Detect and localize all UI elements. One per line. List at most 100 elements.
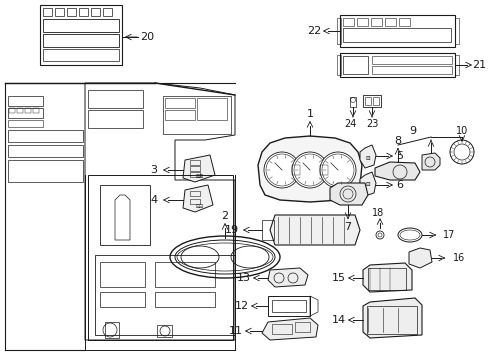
Bar bbox=[342, 56, 367, 74]
Bar bbox=[43, 8, 52, 16]
Bar bbox=[157, 325, 172, 337]
Bar bbox=[43, 34, 119, 47]
Bar bbox=[43, 49, 119, 61]
Polygon shape bbox=[183, 185, 213, 212]
Bar bbox=[398, 18, 409, 26]
Bar bbox=[454, 18, 458, 44]
Text: 2: 2 bbox=[221, 211, 228, 221]
Bar bbox=[8, 96, 43, 106]
Bar bbox=[190, 191, 200, 196]
Bar bbox=[100, 185, 150, 245]
Bar bbox=[197, 98, 226, 120]
Bar bbox=[164, 98, 195, 108]
Circle shape bbox=[291, 152, 327, 188]
Text: ⊟⊟: ⊟⊟ bbox=[196, 175, 203, 180]
Polygon shape bbox=[408, 248, 431, 268]
Circle shape bbox=[319, 152, 355, 188]
Bar bbox=[95, 255, 235, 335]
Bar bbox=[336, 18, 340, 44]
Text: 18: 18 bbox=[371, 208, 384, 218]
Polygon shape bbox=[362, 263, 411, 292]
Bar bbox=[271, 300, 305, 312]
Bar bbox=[25, 108, 31, 113]
Bar bbox=[105, 322, 119, 338]
Bar bbox=[271, 324, 291, 334]
Text: ⊟: ⊟ bbox=[365, 183, 369, 188]
Bar bbox=[367, 268, 405, 290]
Bar bbox=[8, 120, 43, 127]
Text: 24: 24 bbox=[343, 119, 355, 129]
Text: ⊟: ⊟ bbox=[365, 156, 369, 161]
Bar bbox=[88, 175, 232, 340]
Bar bbox=[67, 8, 76, 16]
Polygon shape bbox=[359, 172, 375, 196]
Bar bbox=[190, 160, 200, 165]
Text: 1: 1 bbox=[306, 109, 313, 119]
Bar bbox=[342, 18, 353, 26]
Bar bbox=[100, 262, 145, 287]
Bar bbox=[294, 322, 309, 332]
Bar bbox=[291, 165, 299, 175]
Text: 21: 21 bbox=[471, 60, 485, 70]
Bar bbox=[88, 90, 142, 108]
Bar bbox=[155, 262, 215, 287]
Bar bbox=[103, 8, 112, 16]
Text: 15: 15 bbox=[331, 273, 346, 283]
Polygon shape bbox=[183, 155, 215, 182]
Bar bbox=[43, 19, 119, 32]
Text: 10: 10 bbox=[455, 126, 467, 136]
Bar bbox=[190, 166, 200, 171]
Bar bbox=[384, 18, 395, 26]
Bar bbox=[364, 97, 370, 105]
Bar bbox=[454, 55, 458, 75]
Bar bbox=[372, 97, 378, 105]
Bar bbox=[17, 108, 23, 113]
Text: ⊟⊟: ⊟⊟ bbox=[196, 204, 203, 210]
Bar bbox=[8, 130, 83, 142]
Bar bbox=[88, 110, 142, 128]
Bar bbox=[262, 220, 273, 240]
Text: 8: 8 bbox=[394, 136, 401, 146]
Bar bbox=[100, 292, 145, 307]
Bar bbox=[55, 8, 64, 16]
Bar bbox=[8, 145, 83, 157]
Text: 9: 9 bbox=[408, 126, 416, 136]
Bar bbox=[190, 199, 200, 204]
Bar bbox=[371, 56, 451, 64]
Text: 3: 3 bbox=[150, 165, 157, 175]
Bar bbox=[267, 296, 309, 316]
Bar bbox=[163, 96, 230, 134]
Bar bbox=[339, 53, 454, 77]
Circle shape bbox=[264, 152, 299, 188]
Text: 11: 11 bbox=[228, 326, 243, 336]
Text: 13: 13 bbox=[237, 273, 250, 283]
Bar bbox=[8, 160, 83, 182]
Polygon shape bbox=[359, 145, 375, 168]
Bar bbox=[79, 8, 88, 16]
Text: 23: 23 bbox=[365, 119, 377, 129]
Text: 19: 19 bbox=[224, 225, 239, 235]
Polygon shape bbox=[262, 318, 317, 340]
Bar bbox=[164, 110, 195, 120]
Text: 12: 12 bbox=[234, 301, 248, 311]
Bar bbox=[155, 292, 215, 307]
Bar bbox=[190, 172, 200, 177]
Polygon shape bbox=[267, 268, 307, 287]
Bar bbox=[40, 5, 122, 65]
Polygon shape bbox=[374, 162, 419, 180]
Bar bbox=[362, 95, 380, 107]
Bar bbox=[366, 306, 416, 334]
Polygon shape bbox=[269, 215, 359, 245]
Bar bbox=[8, 108, 43, 118]
Text: 16: 16 bbox=[452, 253, 464, 263]
Text: 4: 4 bbox=[150, 195, 157, 205]
Bar bbox=[371, 66, 451, 74]
Text: 22: 22 bbox=[306, 26, 321, 36]
Polygon shape bbox=[258, 136, 361, 202]
Polygon shape bbox=[421, 153, 439, 170]
Text: 7: 7 bbox=[344, 222, 351, 232]
Text: 6: 6 bbox=[396, 180, 403, 190]
Bar bbox=[339, 15, 454, 47]
Text: 14: 14 bbox=[331, 315, 346, 325]
Bar bbox=[342, 28, 450, 42]
